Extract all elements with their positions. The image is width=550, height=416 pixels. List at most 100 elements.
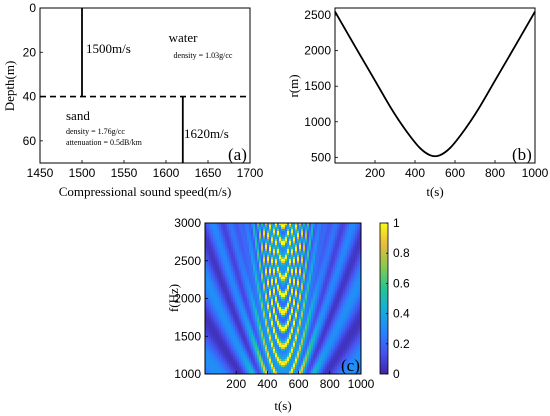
- heatmap-cell: [323, 247, 325, 249]
- heatmap-cell: [275, 363, 277, 365]
- heatmap-cell: [313, 263, 315, 265]
- heatmap-cell: [227, 225, 229, 227]
- heatmap-cell: [317, 243, 319, 245]
- heatmap-cell: [225, 275, 227, 277]
- heatmap-cell: [301, 351, 303, 353]
- heatmap-cell: [267, 247, 269, 249]
- heatmap-cell: [221, 317, 223, 319]
- heatmap-cell: [311, 269, 313, 271]
- heatmap-cell: [277, 229, 279, 231]
- heatmap-cell: [259, 347, 261, 349]
- heatmap-cell: [295, 339, 297, 341]
- heatmap-cell: [247, 229, 249, 231]
- heatmap-cell: [317, 253, 319, 255]
- heatmap-cell: [313, 357, 315, 359]
- heatmap-cell: [233, 355, 235, 357]
- heatmap-cell: [291, 263, 293, 265]
- heatmap-cell: [309, 261, 311, 263]
- heatmap-cell: [259, 301, 261, 303]
- heatmap-cell: [293, 257, 295, 259]
- heatmap-cell: [271, 363, 273, 365]
- heatmap-cell: [227, 237, 229, 239]
- heatmap-cell: [247, 305, 249, 307]
- heatmap-cell: [269, 269, 271, 271]
- heatmap-cell: [309, 315, 311, 317]
- heatmap-cell: [263, 321, 265, 323]
- heatmap-cell: [229, 303, 231, 305]
- heatmap-cell: [325, 279, 327, 281]
- heatmap-cell: [213, 265, 215, 267]
- heatmap-cell: [231, 269, 233, 271]
- heatmap-cell: [275, 255, 277, 257]
- heatmap-cell: [281, 239, 283, 241]
- heatmap-cell: [269, 285, 271, 287]
- heatmap-cell: [257, 299, 259, 301]
- heatmap-cell: [239, 263, 241, 265]
- heatmap-cell: [223, 343, 225, 345]
- heatmap-cell: [305, 257, 307, 259]
- heatmap-cell: [311, 309, 313, 311]
- heatmap-cell: [301, 227, 303, 229]
- heatmap-cell: [271, 331, 273, 333]
- heatmap-cell: [209, 331, 211, 333]
- heatmap-cell: [303, 231, 305, 233]
- heatmap-cell: [259, 259, 261, 261]
- heatmap-cell: [253, 337, 255, 339]
- heatmap-cell: [307, 289, 309, 291]
- heatmap-cell: [233, 271, 235, 273]
- heatmap-cell: [305, 243, 307, 245]
- heatmap-cell: [227, 305, 229, 307]
- heatmap-cell: [289, 287, 291, 289]
- heatmap-cell: [235, 225, 237, 227]
- heatmap-cell: [207, 321, 209, 323]
- heatmap-cell: [235, 311, 237, 313]
- heatmap-cell: [269, 327, 271, 329]
- heatmap-cell: [295, 243, 297, 245]
- heatmap-cell: [327, 329, 329, 331]
- heatmap-cell: [245, 281, 247, 283]
- heatmap-cell: [207, 311, 209, 313]
- heatmap-cell: [317, 267, 319, 269]
- heatmap-cell: [289, 317, 291, 319]
- heatmap-cell: [297, 339, 299, 341]
- heatmap-cell: [241, 231, 243, 233]
- heatmap-cell: [319, 331, 321, 333]
- heatmap-cell: [261, 235, 263, 237]
- heatmap-cell: [289, 277, 291, 279]
- heatmap-cell: [265, 341, 267, 343]
- heatmap-cell: [331, 319, 333, 321]
- heatmap-cell: [221, 315, 223, 317]
- heatmap-cell: [309, 303, 311, 305]
- heatmap-cell: [221, 293, 223, 295]
- heatmap-cell: [243, 339, 245, 341]
- heatmap-cell: [207, 223, 209, 225]
- heatmap-cell: [269, 251, 271, 253]
- heatmap-cell: [319, 267, 321, 269]
- heatmap-cell: [315, 263, 317, 265]
- heatmap-cell: [237, 319, 239, 321]
- heatmap-cell: [245, 247, 247, 249]
- heatmap-cell: [261, 265, 263, 267]
- heatmap-cell: [247, 343, 249, 345]
- heatmap-cell: [237, 287, 239, 289]
- heatmap-cell: [289, 303, 291, 305]
- panel-a-axes-box: [39, 7, 251, 164]
- heatmap-cell: [321, 309, 323, 311]
- heatmap-cell: [253, 327, 255, 329]
- heatmap-cell: [227, 369, 229, 371]
- heatmap-cell: [245, 305, 247, 307]
- heatmap-cell: [229, 223, 231, 225]
- heatmap-cell: [233, 241, 235, 243]
- heatmap-cell: [273, 235, 275, 237]
- heatmap-cell: [317, 349, 319, 351]
- heatmap-cell: [255, 329, 257, 331]
- heatmap-cell: [281, 323, 283, 325]
- heatmap-cell: [233, 285, 235, 287]
- heatmap-cell: [221, 361, 223, 363]
- heatmap-cell: [315, 323, 317, 325]
- heatmap-cell: [263, 223, 265, 225]
- heatmap-cell: [273, 341, 275, 343]
- heatmap-cell: [319, 285, 321, 287]
- heatmap-cell: [319, 269, 321, 271]
- panel-b-y-tick-label: 1000: [304, 115, 331, 129]
